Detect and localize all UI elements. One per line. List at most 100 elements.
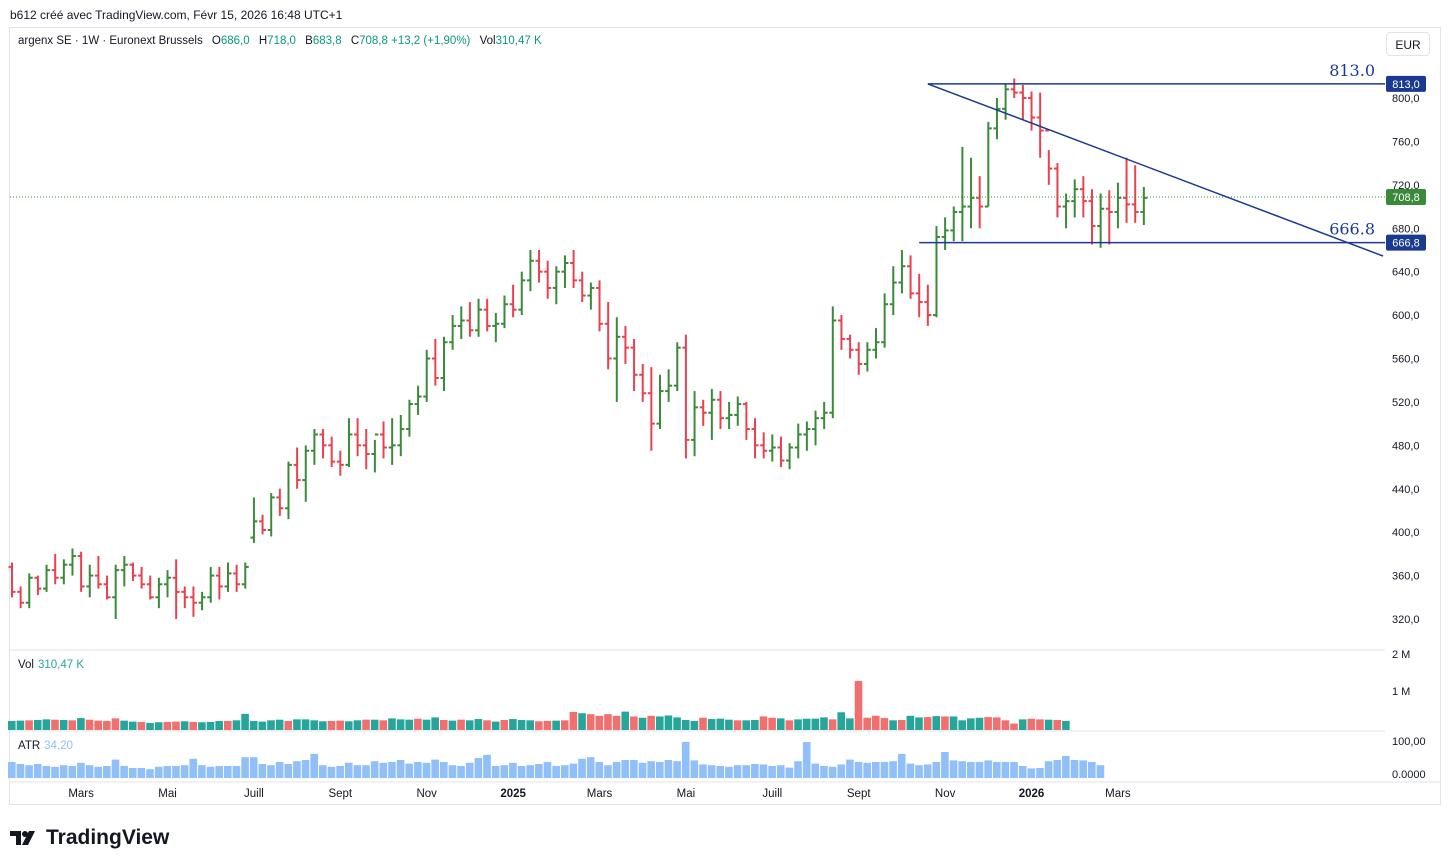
atr-bar [526, 765, 534, 778]
ohlc-bar [578, 271, 586, 303]
ohlc-bar [941, 217, 949, 250]
ohlc-bar [509, 284, 517, 318]
atr-bar [137, 768, 146, 778]
volume-bar [370, 719, 379, 730]
price-tick-label: 440,0 [1392, 484, 1420, 496]
atr-bar [180, 765, 189, 778]
currency-button[interactable]: EUR [1386, 32, 1430, 56]
volume-bar [586, 714, 595, 730]
volume-bar [967, 718, 975, 730]
atr-bar [431, 759, 439, 778]
ohlc-bar [760, 432, 768, 459]
atr-bar [958, 761, 966, 778]
atr-bar [284, 764, 293, 778]
atr-bar [1027, 768, 1036, 778]
atr-bar [1079, 760, 1087, 778]
ohlc-bar [328, 436, 336, 468]
atr-bar [776, 765, 785, 778]
ohlc-bar [984, 121, 992, 208]
chart-frame [9, 27, 1441, 805]
volume-bar [915, 717, 923, 730]
ohlc-bar [725, 401, 733, 430]
ohlc-bar [276, 488, 284, 516]
ohlc-bar [691, 391, 699, 457]
atr-bar [941, 752, 949, 778]
atr-tick-label: 0.0000 [1392, 769, 1426, 781]
atr-bar [1018, 766, 1027, 778]
ohlc-bar [302, 445, 310, 502]
ohlc-bar [1123, 157, 1131, 223]
atr-bar [370, 761, 379, 778]
atr-bar [863, 762, 871, 778]
atr-bar [1044, 761, 1053, 778]
ohlc-bar [1010, 78, 1018, 98]
atr-bar [362, 765, 370, 778]
volume-bar [630, 716, 638, 730]
volume-bar [690, 720, 699, 730]
ohlc-bar [1105, 190, 1113, 245]
symbol-title[interactable]: argenx SE · 1W · Euronext Brussels [18, 35, 203, 47]
tradingview-logo[interactable]: TradingView [10, 826, 169, 850]
ohlc-bar [587, 282, 595, 310]
ohlc-bar [604, 302, 612, 370]
volume-bar [414, 718, 422, 730]
volume-bar [707, 719, 716, 730]
ohlc-bar [570, 249, 578, 288]
ohlc-bar [233, 564, 241, 592]
price-tick-label: 800,0 [1392, 93, 1420, 105]
atr-bar [811, 763, 820, 778]
atr-bar [1062, 756, 1070, 778]
price-tick-label: 560,0 [1392, 354, 1420, 366]
volume-pane-label: Vol [18, 659, 34, 671]
last-price-badge: 708,8 [1386, 188, 1426, 205]
ohlc-bar [466, 302, 474, 337]
ohlc-bar [198, 591, 206, 611]
high-level-badge-text: 813,0 [1392, 79, 1420, 91]
ohlc-bar [77, 551, 85, 592]
volume-bar [457, 719, 465, 730]
time-tick-label: Mars [1105, 788, 1131, 800]
atr-bar [1088, 762, 1096, 778]
volume-bar [681, 719, 690, 730]
time-tick-label: Mai [677, 788, 696, 800]
ohlc-bar [155, 577, 163, 609]
ohlc-bar [181, 586, 189, 609]
atr-bar [405, 763, 414, 778]
ohlc-bar [345, 418, 353, 468]
ohlc-bar [881, 293, 889, 348]
volume-bar [578, 713, 586, 730]
ohlc-bar [1140, 187, 1148, 225]
atr-bar [293, 761, 301, 778]
atr-bar [794, 761, 802, 778]
low-value: 683,8 [312, 35, 342, 47]
atr-bar [552, 766, 560, 778]
atr-bar [111, 759, 120, 778]
atr-bar [310, 754, 318, 778]
time-tick-label: Mai [158, 788, 177, 800]
volume-bar [128, 721, 137, 730]
atr-bar [249, 757, 258, 778]
ohlc-bar [786, 443, 794, 470]
volume-bar [224, 720, 232, 730]
atr-bar [85, 765, 94, 778]
ohlc-bar [716, 391, 724, 430]
ohlc-bar [561, 255, 569, 288]
ohlc-bar [708, 388, 716, 440]
atr-bar [586, 757, 595, 778]
ohlc-bar [846, 334, 854, 359]
ohlc-bar [354, 418, 362, 457]
volume-tick-label: 1 M [1392, 686, 1410, 698]
volume-bar [249, 720, 258, 730]
volume-tick-label: 2 M [1392, 649, 1410, 661]
atr-bar [828, 766, 837, 778]
ohlc-bar [25, 573, 33, 609]
atr-bar [595, 762, 604, 778]
atr-bar [327, 766, 336, 778]
ohlc-bar [34, 575, 42, 596]
atr-bar [500, 765, 509, 778]
volume-bar [405, 719, 414, 730]
volume-bar [1062, 720, 1070, 730]
ohlc-bar [820, 401, 828, 430]
atr-bar [16, 764, 25, 778]
